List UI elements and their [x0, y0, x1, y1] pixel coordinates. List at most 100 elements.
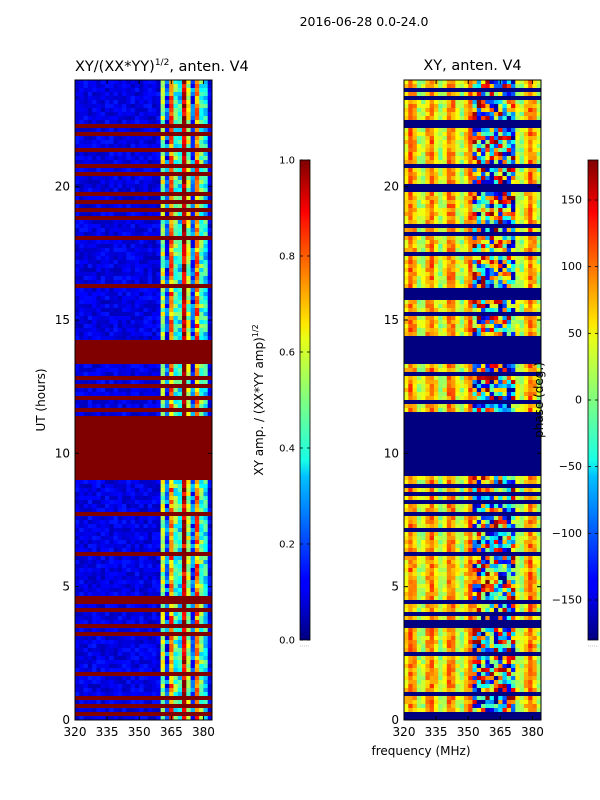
heatmap-cell	[79, 364, 84, 369]
heatmap-cell	[109, 616, 114, 621]
heatmap-cell	[113, 416, 119, 421]
heatmap-cell	[207, 100, 212, 105]
heatmap-cell	[113, 528, 119, 533]
heatmap-cell	[169, 432, 174, 437]
heatmap-cell	[186, 612, 191, 617]
heatmap-cell	[126, 652, 132, 657]
heatmap-cell	[186, 428, 191, 433]
heatmap-cell	[83, 452, 89, 457]
heatmap-cell	[130, 420, 136, 425]
heatmap-cell	[109, 116, 114, 121]
heatmap-cell	[207, 656, 212, 661]
heatmap-cell	[147, 288, 153, 293]
heatmap-cell	[143, 512, 149, 517]
heatmap-cell	[122, 388, 127, 393]
heatmap-cell	[160, 156, 166, 161]
heatmap-cell	[96, 508, 102, 513]
heatmap-cell	[143, 132, 149, 137]
heatmap-cell	[113, 568, 119, 573]
heatmap-cell	[139, 596, 144, 601]
heatmap-cell	[139, 476, 144, 481]
heatmap-cell	[75, 612, 80, 617]
heatmap-cell	[190, 320, 196, 325]
heatmap-cell	[186, 648, 191, 653]
heatmap-cell	[199, 360, 204, 365]
heatmap-cell	[173, 280, 179, 285]
heatmap-cell	[134, 472, 140, 477]
heatmap-cell	[122, 304, 127, 309]
heatmap-cell	[126, 416, 132, 421]
heatmap-cell	[79, 296, 84, 301]
heatmap-cell	[126, 132, 132, 137]
heatmap-cell	[134, 112, 140, 117]
heatmap-cell	[139, 124, 144, 129]
heatmap-cell	[92, 556, 97, 561]
heatmap-cell	[194, 348, 200, 353]
heatmap-cell	[139, 568, 144, 573]
heatmap-cell	[203, 224, 209, 229]
heatmap-cell	[113, 424, 119, 429]
heatmap-cell	[130, 368, 136, 373]
heatmap-cell	[164, 600, 170, 605]
heatmap-cell	[83, 416, 89, 421]
heatmap-cell	[96, 96, 102, 101]
heatmap-cell	[173, 360, 179, 365]
heatmap-cell	[134, 348, 140, 353]
heatmap-cell	[160, 100, 166, 105]
heatmap-cell	[83, 108, 89, 113]
heatmap-cell	[164, 320, 170, 325]
heatmap-cell	[164, 368, 170, 373]
heatmap-cell	[130, 480, 136, 485]
heatmap-cell	[109, 684, 114, 689]
heatmap-cell	[100, 268, 106, 273]
heatmap-cell	[203, 560, 209, 565]
heatmap-cell	[109, 672, 114, 677]
heatmap-cell	[92, 372, 97, 377]
heatmap-cell	[182, 460, 187, 465]
heatmap-cell	[117, 600, 123, 605]
heatmap-cell	[186, 696, 191, 701]
heatmap-cell	[147, 380, 153, 385]
heatmap-cell	[117, 232, 123, 237]
heatmap-cell	[177, 92, 183, 97]
heatmap-cell	[203, 496, 209, 501]
heatmap-cell	[164, 256, 170, 261]
heatmap-cell	[75, 144, 80, 149]
heatmap-cell	[173, 692, 179, 697]
heatmap-cell	[169, 392, 174, 397]
heatmap-cell	[190, 544, 196, 549]
heatmap-cell	[152, 304, 157, 309]
heatmap-cell	[126, 572, 132, 577]
heatmap-cell	[182, 440, 187, 445]
heatmap-cell	[152, 288, 157, 293]
heatmap-cell	[83, 424, 89, 429]
heatmap-cell	[96, 684, 102, 689]
heatmap-cell	[96, 92, 102, 97]
heatmap-cell	[100, 516, 106, 521]
heatmap-cell	[147, 664, 153, 669]
heatmap-cell	[182, 448, 187, 453]
heatmap-cell	[96, 432, 102, 437]
heatmap-cell	[152, 660, 157, 665]
heatmap-cell	[100, 696, 106, 701]
heatmap-cell	[96, 444, 102, 449]
heatmap-cell	[139, 472, 144, 477]
heatmap-cell	[130, 296, 136, 301]
heatmap-cell	[143, 320, 149, 325]
heatmap-cell	[100, 120, 106, 125]
heatmap-cell	[169, 608, 174, 613]
heatmap-cell	[147, 92, 153, 97]
heatmap-cell	[96, 100, 102, 105]
heatmap-cell	[173, 344, 179, 349]
heatmap-cell	[109, 128, 114, 133]
heatmap-cell	[147, 244, 153, 249]
heatmap-cell	[203, 192, 209, 197]
heatmap-cell	[143, 572, 149, 577]
heatmap-cell	[87, 152, 93, 157]
heatmap-cell	[143, 652, 149, 657]
heatmap-cell	[92, 120, 97, 125]
heatmap-cell	[147, 444, 153, 449]
heatmap-cell	[122, 292, 127, 297]
heatmap-cell	[207, 328, 212, 333]
heatmap-cell	[87, 680, 93, 685]
